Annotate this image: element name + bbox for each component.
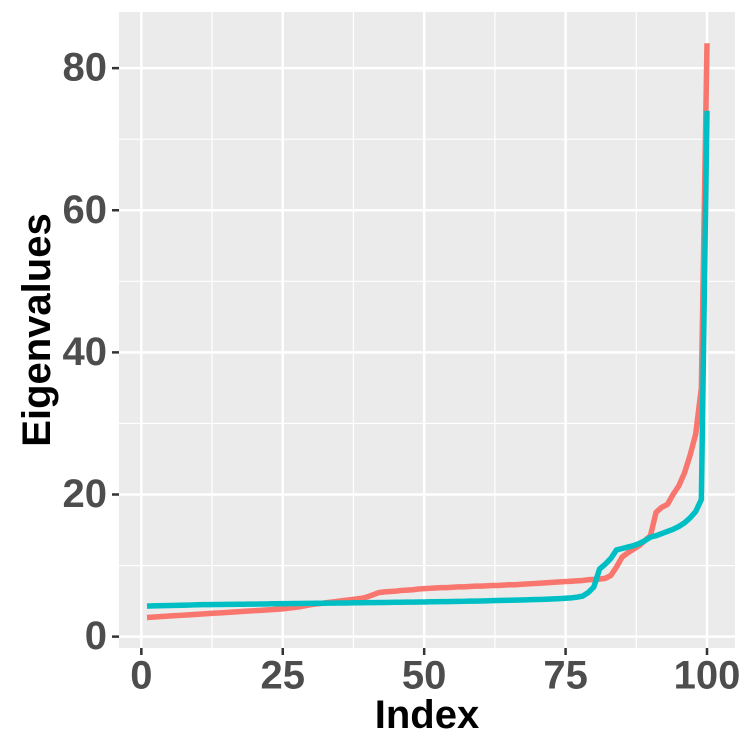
x-axis-title: Index [375, 693, 479, 737]
panel [119, 12, 735, 648]
y-tick-label: 20 [63, 472, 108, 516]
y-tick-label: 80 [63, 46, 108, 90]
x-tick-label: 25 [261, 654, 306, 698]
y-tick-label: 60 [63, 188, 108, 232]
y-tick-label: 40 [63, 330, 108, 374]
x-tick-label: 100 [674, 654, 741, 698]
x-tick-label: 0 [130, 654, 152, 698]
x-tick-label: 50 [402, 654, 447, 698]
x-tick-label: 75 [543, 654, 588, 698]
y-axis-title: Eigenvalues [15, 213, 59, 446]
series-line [146, 43, 710, 621]
y-tick-label: 0 [85, 614, 107, 658]
series-line [146, 110, 710, 609]
